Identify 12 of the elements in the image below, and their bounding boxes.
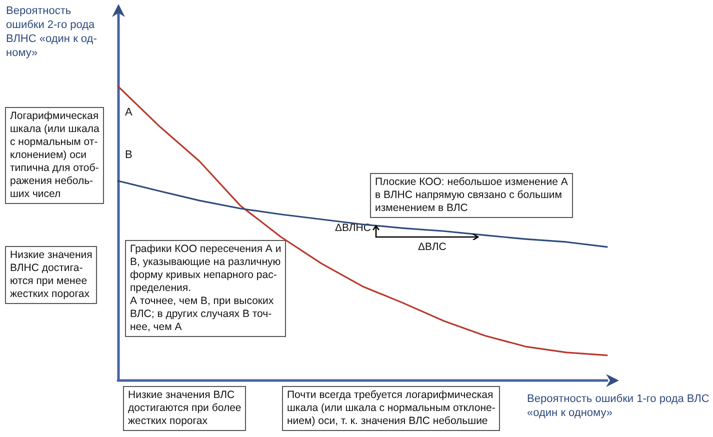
series-label: A: [125, 106, 133, 118]
annotation: Плоские КОО: небольшое изменение А в ВЛНС напрямую связано с большим изменением в ВЛС: [370, 173, 573, 218]
text: Низкие значения ВЛС достигаются при более жестких порогах: [123, 386, 246, 431]
text: Почти всегда требуется логарифмическая шкала (или шкала с нормальным отклоне- нием) оси, т. к. значения ВЛС небольшие: [282, 386, 500, 431]
text: Логарифмическая шкала (или шкала с нормальным от- клонением) оси типична для отоб- ражения неболь- ших чисел: [5, 107, 104, 204]
annotation: ΔВЛНС: [335, 222, 371, 235]
y-axis-title: Вероятность ошибки 2-го рода ВЛНС «один к од- ному»: [6, 4, 97, 60]
text: Низкие значения ВЛНС достига- ются при менее жестких порогах: [5, 246, 98, 304]
annotation: ΔВЛС: [418, 241, 446, 254]
x-axis-title: Вероятность ошибки 1-го рода ВЛС «один к одному»: [527, 392, 710, 420]
annotation: Графики КОО пересечения А и В, указывающие на различную форму кривых непарного рас- пределения. А точнее, чем В, при высоких ВЛС; в других случаях В точ- нее, чем А: [125, 240, 286, 337]
series-label: B: [125, 148, 132, 161]
